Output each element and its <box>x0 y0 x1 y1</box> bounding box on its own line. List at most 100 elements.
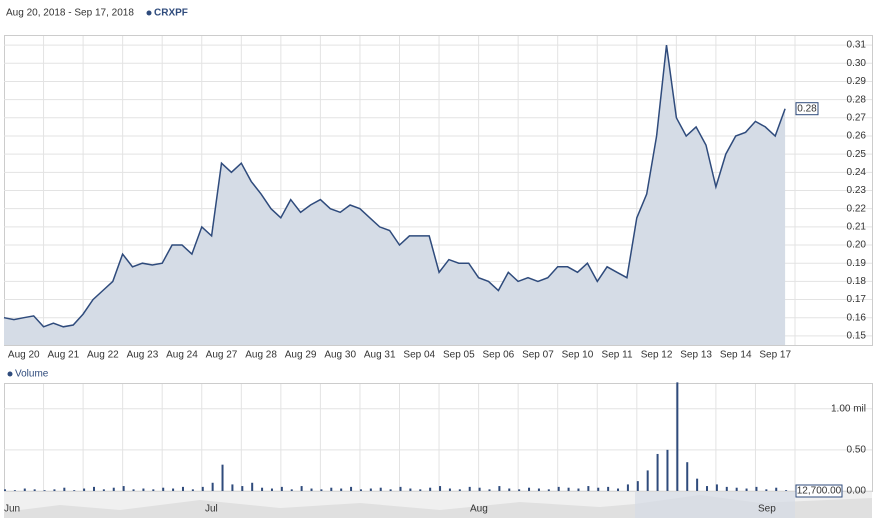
x-tick-label: Sep 07 <box>522 350 554 361</box>
volume-bar <box>172 488 175 491</box>
navigator-label: Jul <box>205 504 218 515</box>
volume-bar <box>92 486 95 491</box>
volume-bar <box>300 486 303 491</box>
volume-bar <box>211 482 214 491</box>
volume-bar <box>251 482 254 491</box>
volume-bar <box>528 487 531 491</box>
volume-label: Volume <box>15 369 49 380</box>
x-tick-label: Aug 23 <box>127 350 159 361</box>
x-tick-label: Sep 14 <box>720 350 752 361</box>
volume-bar <box>122 486 125 491</box>
volume-bar <box>310 488 313 491</box>
y-tick-label: 0.18 <box>847 276 867 287</box>
last-value-box <box>795 484 843 498</box>
x-tick-label: Aug 20 <box>8 350 40 361</box>
volume-bar <box>666 449 669 491</box>
last-value-box <box>795 102 819 116</box>
x-tick-label: Sep 10 <box>562 350 594 361</box>
volume-bar <box>53 489 56 491</box>
volume-bar <box>231 484 234 491</box>
volume-bar <box>547 489 550 491</box>
volume-bar <box>270 488 273 491</box>
area <box>4 45 786 345</box>
volume-dot <box>7 371 13 377</box>
volume-bar <box>735 487 738 491</box>
volume-bar <box>715 484 718 491</box>
last-value-label: 0.28 <box>797 103 817 114</box>
y-tick-label: 0.50 <box>847 444 867 455</box>
volume-bar <box>33 489 36 491</box>
volume-bar <box>508 488 511 491</box>
y-tick-label: 0.28 <box>847 94 867 105</box>
x-tick-label: Aug 28 <box>245 350 277 361</box>
volume-bar <box>448 488 451 491</box>
volume-bar <box>626 484 629 491</box>
navigator-window[interactable] <box>635 492 795 518</box>
volume-bar <box>23 488 26 491</box>
volume-bar <box>350 486 353 491</box>
x-tick-label: Sep 13 <box>680 350 712 361</box>
price-line <box>3 44 786 328</box>
volume-bar <box>102 489 105 491</box>
volume-bar <box>280 486 283 491</box>
volume-bar <box>13 490 16 491</box>
y-tick-label: 0.17 <box>847 294 867 305</box>
volume-bar <box>399 486 402 491</box>
y-tick-label: 0.26 <box>847 131 867 142</box>
volume-bar <box>439 486 442 491</box>
x-tick-label: Aug 30 <box>324 350 356 361</box>
volume-bar <box>359 489 362 491</box>
volume-bar <box>241 486 244 491</box>
y-tick-label: 0.19 <box>847 258 867 269</box>
navigator-label: Jun <box>4 504 20 515</box>
x-tick-label: Sep 04 <box>403 350 435 361</box>
volume-bar <box>261 487 264 491</box>
volume-bar <box>83 488 86 491</box>
volume-bar <box>409 488 412 491</box>
volume-bar <box>389 489 392 491</box>
volume-bar <box>577 488 580 491</box>
volume-bar <box>567 487 570 491</box>
volume-bar <box>181 486 184 491</box>
volume-bar <box>765 489 768 491</box>
volume-bar <box>419 489 422 491</box>
y-tick-label: 0.22 <box>847 203 867 214</box>
last-value-label: 12,700.00 <box>797 486 842 497</box>
volume-bar <box>369 488 372 491</box>
volume-bar <box>785 490 788 491</box>
volume-bar <box>290 489 293 491</box>
volume-bar <box>607 486 610 491</box>
volume-bar <box>775 487 778 491</box>
volume-bar <box>518 489 521 491</box>
volume-bar <box>320 489 323 491</box>
volume-bar <box>201 486 204 491</box>
volume-bar <box>617 488 620 491</box>
x-tick-label: Aug 29 <box>285 350 317 361</box>
y-tick-label: 0.00 <box>847 486 867 497</box>
volume-bar <box>498 486 501 491</box>
x-tick-label: Aug 31 <box>364 350 396 361</box>
x-tick-label: Aug 27 <box>206 350 238 361</box>
volume-bar <box>379 487 382 491</box>
volume-bar <box>132 489 135 491</box>
y-tick-label: 0.15 <box>847 331 867 342</box>
legend-entry: CRXPF <box>154 8 188 19</box>
volume-bar <box>73 490 76 491</box>
legend-dot <box>146 10 152 16</box>
volume-bar <box>112 487 115 491</box>
x-tick-label: Aug 22 <box>87 350 119 361</box>
x-tick-label: Aug 24 <box>166 350 198 361</box>
volume-bar <box>686 462 689 491</box>
y-tick-label: 0.27 <box>847 112 867 123</box>
y-tick-label: 0.23 <box>847 185 867 196</box>
volume-bar <box>597 487 600 491</box>
navigator-label: Sep <box>758 504 776 515</box>
volume-frame <box>4 383 873 492</box>
volume-bar <box>152 489 155 491</box>
y-tick-label: 0.31 <box>847 40 867 51</box>
volume-bar <box>142 488 145 491</box>
y-tick-label: 0.29 <box>847 76 867 87</box>
volume-bar <box>191 489 194 491</box>
volume-bar <box>63 487 66 491</box>
volume-bar <box>636 481 639 491</box>
